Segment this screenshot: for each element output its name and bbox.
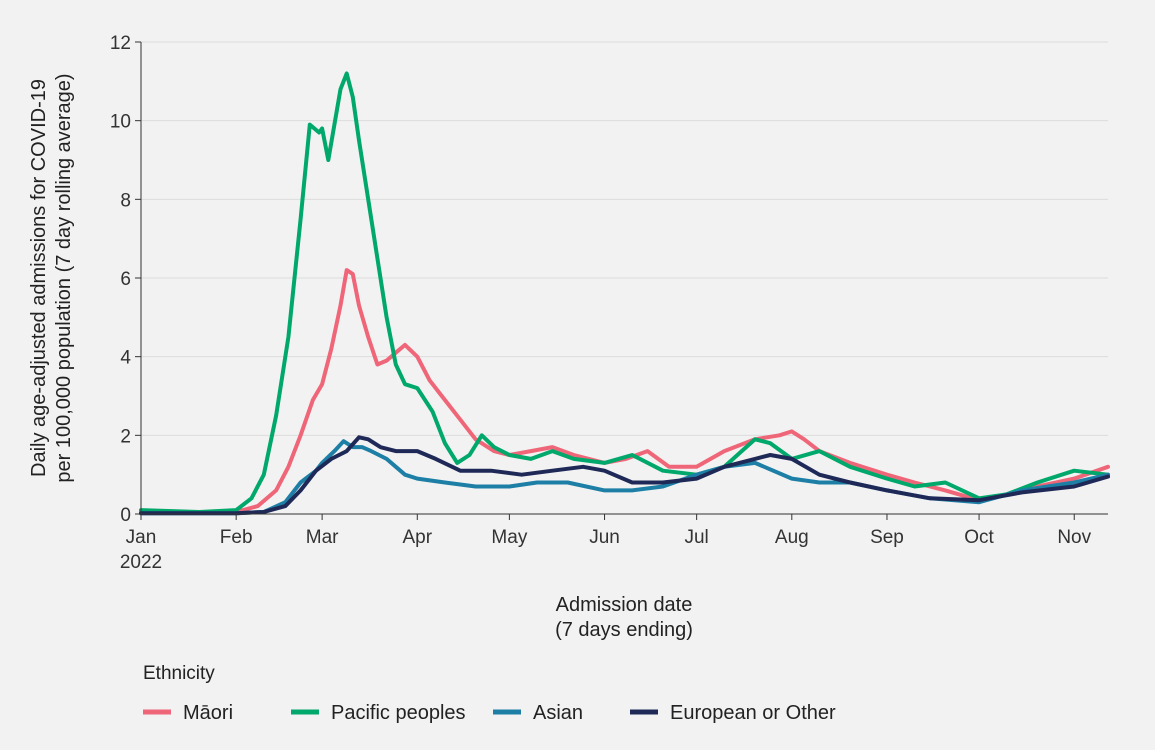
x-tick-label: Feb xyxy=(220,527,253,548)
y-tick-label: 4 xyxy=(120,348,131,369)
series-line-m-ori xyxy=(139,268,1110,514)
x-tick-label: Sep xyxy=(870,527,904,548)
x-tick-label: Jul xyxy=(684,527,708,548)
gridlines xyxy=(141,41,1108,436)
x-tick-label: Jan xyxy=(126,527,157,548)
x-tick-sublabel: 2022 xyxy=(120,552,162,573)
legend-label-asian: Asian xyxy=(533,702,583,724)
y-tick-label: 0 xyxy=(120,505,131,526)
y-tick-label: 6 xyxy=(120,269,131,290)
x-axis-title-line2: (7 days ending) xyxy=(555,619,693,641)
x-axis-title-line1: Admission date xyxy=(556,594,693,616)
legend-label-pacific-peoples: Pacific peoples xyxy=(331,702,466,724)
x-tick-label: Jun xyxy=(589,527,620,548)
y-tick-label: 2 xyxy=(120,426,131,447)
y-tick-label: 10 xyxy=(110,112,131,133)
x-tick-label: Aug xyxy=(775,527,809,548)
legend-title: Ethnicity xyxy=(143,663,215,684)
x-tick-labels: Jan 2022 Feb Mar Apr May Jun Jul Aug Sep Oct Nov xyxy=(120,514,1092,573)
y-axis-title-line1: Daily age-adjusted admissions for COVID-… xyxy=(28,79,50,477)
legend-label-m-ori: Māori xyxy=(183,702,233,724)
legend-label-european-or-other: European or Other xyxy=(670,702,836,724)
series-lines xyxy=(139,71,1110,516)
y-tick-labels: 0 2 4 6 8 10 12 xyxy=(110,33,141,526)
x-tick-label: May xyxy=(491,527,527,548)
x-tick-label: Mar xyxy=(306,527,339,548)
series-line-european-or-other xyxy=(139,435,1110,516)
legend: Māori Pacific peoples Asian European or Oth… xyxy=(143,702,836,724)
series-line-pacific-peoples xyxy=(139,71,1110,514)
x-tick-label: Nov xyxy=(1057,527,1091,548)
x-tick-label: Apr xyxy=(402,527,432,548)
y-tick-label: 8 xyxy=(120,190,131,211)
y-tick-label: 12 xyxy=(110,33,131,54)
y-axis-title-line2: per 100,000 population (7 day rolling av… xyxy=(53,73,75,482)
x-tick-label: Oct xyxy=(964,527,994,548)
